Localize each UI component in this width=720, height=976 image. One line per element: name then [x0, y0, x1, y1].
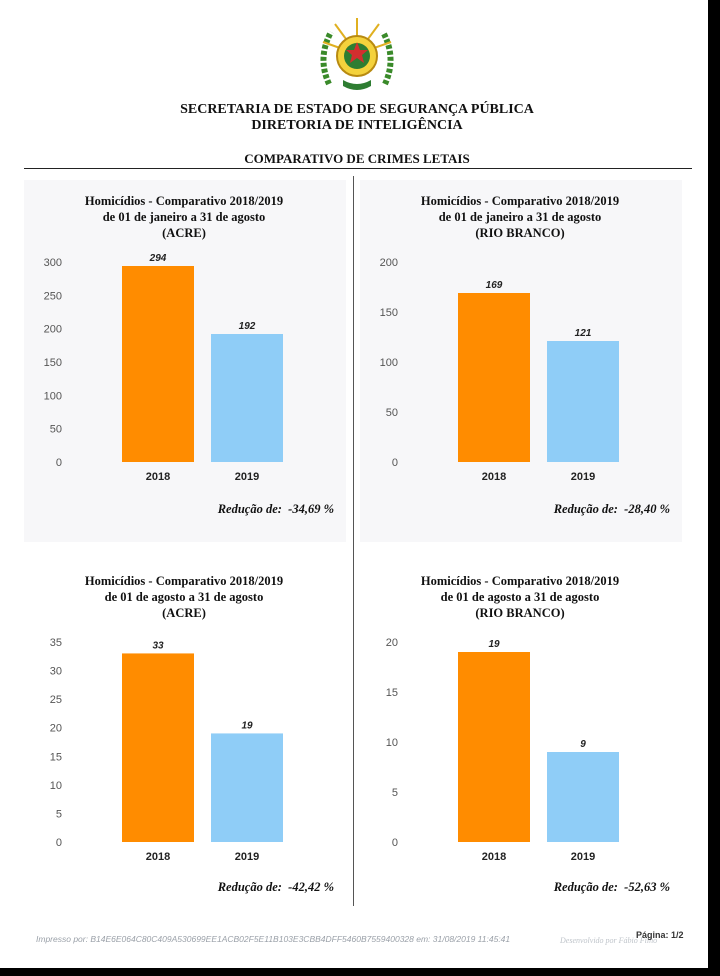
chart-title: Homicídios - Comparativo 2018/2019 de 01… — [360, 193, 680, 241]
bar-2019 — [211, 733, 283, 842]
y-tick-label: 100 — [380, 357, 398, 369]
reduction-value: -34,69 % — [288, 502, 334, 516]
reduction-label: Redução de: — [553, 880, 618, 894]
document-page: SECRETARIA DE ESTADO DE SEGURANÇA PÚBLIC… — [0, 0, 708, 968]
chart-title-line: Homicídios - Comparativo 2018/2019 — [84, 194, 284, 208]
chart-subtitle-line: de 01 de janeiro a 31 de agosto — [438, 210, 602, 224]
chart-region-line: (RIO BRANCO) — [475, 226, 565, 240]
data-label-2019: 9 — [580, 739, 586, 750]
header-divider — [24, 168, 692, 169]
chart-title-line: Homicídios - Comparativo 2018/2019 — [420, 194, 620, 208]
chart-title: Homicídios - Comparativo 2018/2019 de 01… — [360, 573, 680, 621]
panel-divider — [353, 176, 354, 906]
y-tick-label: 30 — [50, 666, 62, 678]
y-tick-label: 25 — [50, 694, 62, 706]
y-tick-label: 250 — [44, 290, 62, 302]
x-tick-label-2018: 2018 — [482, 851, 506, 863]
chart-panel-riobranco-aug: Homicídios - Comparativo 2018/2019 de 01… — [360, 560, 682, 922]
y-tick-label: 150 — [44, 357, 62, 369]
chart-title: Homicídios - Comparativo 2018/2019 de 01… — [24, 573, 344, 621]
y-tick-label: 300 — [44, 257, 62, 269]
x-tick-label-2018: 2018 — [482, 471, 506, 483]
data-label-2019: 192 — [239, 321, 256, 332]
reduction-value: -28,40 % — [624, 502, 670, 516]
chart-title-line: Homicídios - Comparativo 2018/2019 — [84, 574, 284, 588]
y-tick-label: 15 — [386, 687, 398, 699]
secretaria-heading: SECRETARIA DE ESTADO DE SEGURANÇA PÚBLIC… — [180, 102, 534, 117]
y-tick-label: 0 — [392, 837, 398, 849]
chart-region-line: (ACRE) — [162, 606, 206, 620]
chart-panel-acre-jan-aug: Homicídios - Comparativo 2018/2019 de 01… — [24, 180, 346, 542]
y-tick-label: 50 — [386, 407, 398, 419]
y-tick-label: 0 — [56, 837, 62, 849]
state-coat-of-arms-icon — [320, 18, 394, 90]
section-title: COMPARATIVO DE CRIMES LETAIS — [244, 151, 470, 166]
bar-2019 — [547, 341, 619, 462]
chart-subtitle-line: de 01 de janeiro a 31 de agosto — [102, 210, 266, 224]
x-tick-label-2019: 2019 — [235, 471, 259, 483]
reduction-note: Redução de: -52,63 % — [554, 880, 670, 895]
chart-title-line: Homicídios - Comparativo 2018/2019 — [420, 574, 620, 588]
x-tick-label-2018: 2018 — [146, 851, 170, 863]
y-tick-label: 20 — [386, 637, 398, 649]
bar-chart: 0 50 100 150 200 169 2018 121 2019 — [380, 257, 619, 483]
bar-2018 — [122, 266, 194, 462]
y-tick-label: 15 — [50, 751, 62, 763]
bar-2019 — [211, 334, 283, 462]
bar-2018 — [122, 653, 194, 842]
reduction-label: Redução de: — [553, 502, 618, 516]
reduction-note: Redução de: -28,40 % — [554, 502, 670, 517]
diretoria-heading: DIRETORIA DE INTELIGÊNCIA — [251, 118, 463, 133]
developer-credit: Desenvolvido por Fábio Filho — [560, 936, 658, 945]
reduction-value: -52,63 % — [624, 880, 670, 894]
laurel-wreath — [320, 30, 394, 86]
emblem-ribbon — [343, 80, 371, 90]
x-tick-label-2018: 2018 — [146, 471, 170, 483]
reduction-label: Redução de: — [217, 502, 282, 516]
y-tick-label: 150 — [380, 307, 398, 319]
bar-2018 — [458, 652, 530, 842]
y-tick-label: 0 — [56, 457, 62, 469]
y-tick-label: 50 — [50, 424, 62, 436]
data-label-2019: 121 — [575, 328, 592, 339]
chart-region-line: (RIO BRANCO) — [475, 606, 565, 620]
x-tick-label-2019: 2019 — [235, 851, 259, 863]
data-label-2018: 169 — [486, 280, 503, 291]
reduction-label: Redução de: — [217, 880, 282, 894]
chart-panel-riobranco-jan-aug: Homicídios - Comparativo 2018/2019 de 01… — [360, 180, 682, 542]
chart-subtitle-line: de 01 de agosto a 31 de agosto — [104, 590, 264, 604]
data-label-2018: 33 — [152, 640, 164, 651]
bar-chart: 0 5 10 15 20 25 30 35 33 2018 19 2019 — [50, 637, 283, 863]
y-tick-label: 10 — [50, 780, 62, 792]
data-label-2018: 19 — [488, 639, 500, 650]
y-tick-label: 5 — [56, 808, 62, 820]
bar-2018 — [458, 293, 530, 462]
y-tick-label: 5 — [392, 787, 398, 799]
print-stamp: Impresso por: B14E6E064C80C409A530699EE1… — [36, 934, 511, 944]
y-tick-label: 35 — [50, 637, 62, 649]
y-tick-label: 200 — [44, 324, 62, 336]
red-star — [346, 42, 368, 63]
y-tick-label: 10 — [386, 737, 398, 749]
chart-title: Homicídios - Comparativo 2018/2019 de 01… — [24, 193, 344, 241]
reduction-note: Redução de: -42,42 % — [218, 880, 334, 895]
reduction-value: -42,42 % — [288, 880, 334, 894]
bar-2019 — [547, 752, 619, 842]
y-tick-label: 100 — [44, 390, 62, 402]
data-label-2018: 294 — [149, 253, 167, 264]
bar-chart: 0 50 100 150 200 250 300 294 2018 192 2019 — [44, 253, 283, 483]
y-tick-label: 200 — [380, 257, 398, 269]
y-tick-label: 20 — [50, 723, 62, 735]
x-tick-label-2019: 2019 — [571, 471, 595, 483]
y-tick-label: 0 — [392, 457, 398, 469]
x-tick-label-2019: 2019 — [571, 851, 595, 863]
reduction-note: Redução de: -34,69 % — [218, 502, 334, 517]
data-label-2019: 19 — [241, 720, 253, 731]
chart-region-line: (ACRE) — [162, 226, 206, 240]
chart-subtitle-line: de 01 de agosto a 31 de agosto — [440, 590, 600, 604]
page-number: Página: 1/2 — [636, 930, 684, 940]
chart-panel-acre-aug: Homicídios - Comparativo 2018/2019 de 01… — [24, 560, 346, 922]
